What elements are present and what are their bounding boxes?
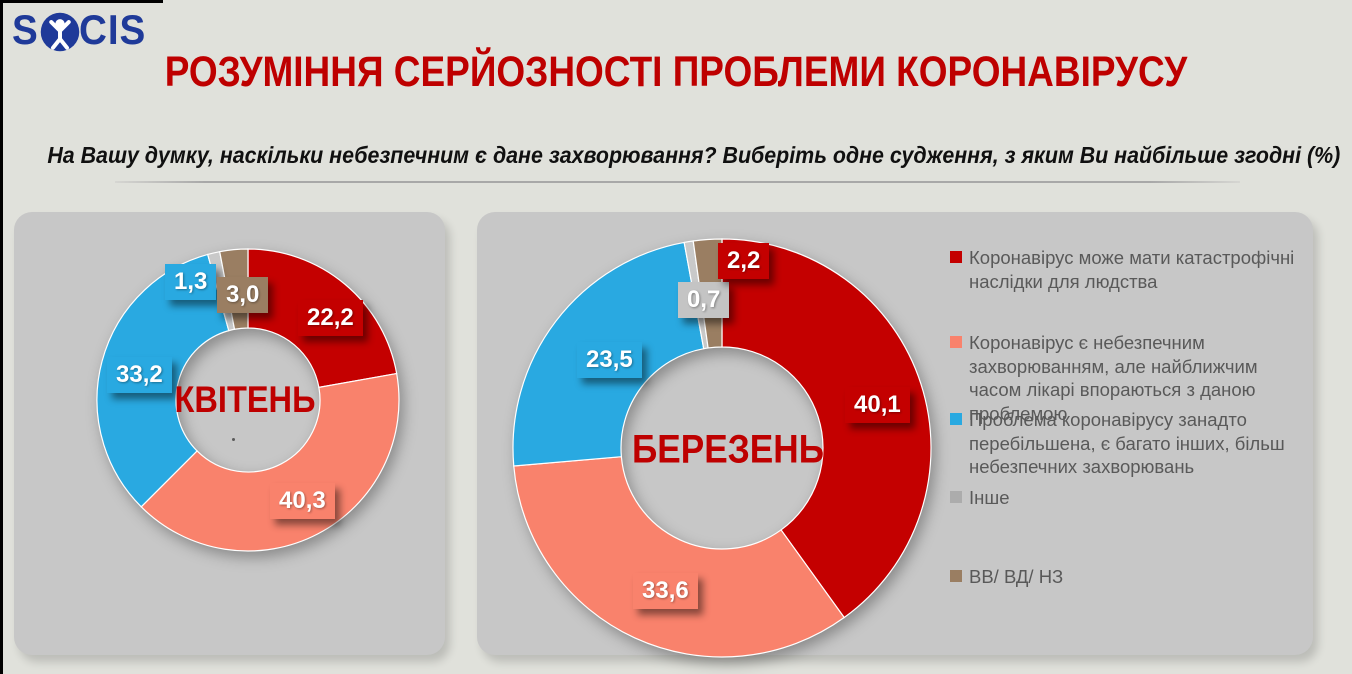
data-label-april-exaggerated: 33,2 bbox=[107, 357, 172, 393]
legend-swatch-brown bbox=[950, 570, 962, 582]
legend-swatch-salmon bbox=[950, 336, 962, 348]
chart-panel-march: 40,1 33,6 23,5 0,7 2,2 БЕРЕЗЕНЬ Коронаві… bbox=[477, 212, 1313, 658]
page-title: РОЗУМІННЯ СЕРЙОЗНОСТІ ПРОБЛЕМИ КОРОНАВІР… bbox=[164, 48, 1188, 96]
legend-swatch-red bbox=[950, 251, 962, 263]
logo-text-end: CIS bbox=[79, 6, 147, 53]
window-edge-top bbox=[0, 0, 163, 3]
chart-panel-april: 22,2 40,3 33,2 1,3 3,0 КВІТЕНЬ bbox=[14, 212, 445, 655]
data-label-march-other: 0,7 bbox=[678, 282, 730, 318]
survey-question-subtitle: На Вашу думку, наскільки небезпечним є д… bbox=[47, 142, 1341, 168]
data-label-april-other: 1,3 bbox=[165, 264, 217, 300]
legend-label: Інше bbox=[969, 487, 1010, 508]
donut-slice[interactable] bbox=[513, 456, 846, 658]
donut-slice[interactable] bbox=[721, 238, 932, 619]
legend-item-catastrophic: Коронавірус може мати катастрофічні насл… bbox=[950, 246, 1295, 293]
stray-dot bbox=[232, 438, 235, 441]
data-label-april-catastrophic: 22,2 bbox=[298, 300, 363, 336]
logo-text-start: S bbox=[12, 6, 39, 53]
legend-item-doctors-cope: Коронавірус є небезпечним захворюванням,… bbox=[950, 331, 1295, 426]
legend-swatch-blue bbox=[950, 413, 962, 425]
legend-item-no-answer: ВВ/ ВД/ НЗ bbox=[950, 565, 1295, 589]
header-divider bbox=[115, 181, 1240, 183]
data-label-march-no-answer: 2,2 bbox=[718, 243, 770, 279]
data-label-march-exaggerated: 23,5 bbox=[577, 342, 642, 378]
legend-label: Проблема коронавірусу занадто перебільше… bbox=[969, 409, 1285, 478]
legend-item-other: Інше bbox=[950, 486, 1295, 510]
data-label-march-catastrophic: 40,1 bbox=[845, 387, 910, 423]
data-label-april-no-answer: 3,0 bbox=[217, 277, 269, 313]
month-label-april: КВІТЕНЬ bbox=[174, 379, 316, 420]
legend-item-exaggerated: Проблема коронавірусу занадто перебільше… bbox=[950, 408, 1295, 479]
window-edge-left bbox=[0, 0, 3, 674]
data-label-march-doctors-cope: 33,6 bbox=[633, 573, 698, 609]
legend-label: Коронавірус може мати катастрофічні насл… bbox=[969, 247, 1295, 292]
legend-swatch-gray bbox=[950, 491, 962, 503]
chart-legend: Коронавірус може мати катастрофічні насл… bbox=[950, 212, 1300, 655]
socis-logo: S CIS bbox=[12, 6, 152, 54]
month-label-march: БЕРЕЗЕНЬ bbox=[632, 427, 824, 472]
legend-label: Коронавірус є небезпечним захворюванням,… bbox=[969, 332, 1258, 425]
data-label-april-doctors-cope: 40,3 bbox=[270, 483, 335, 519]
legend-label: ВВ/ ВД/ НЗ bbox=[969, 566, 1064, 587]
person-in-circle-icon bbox=[40, 12, 80, 52]
